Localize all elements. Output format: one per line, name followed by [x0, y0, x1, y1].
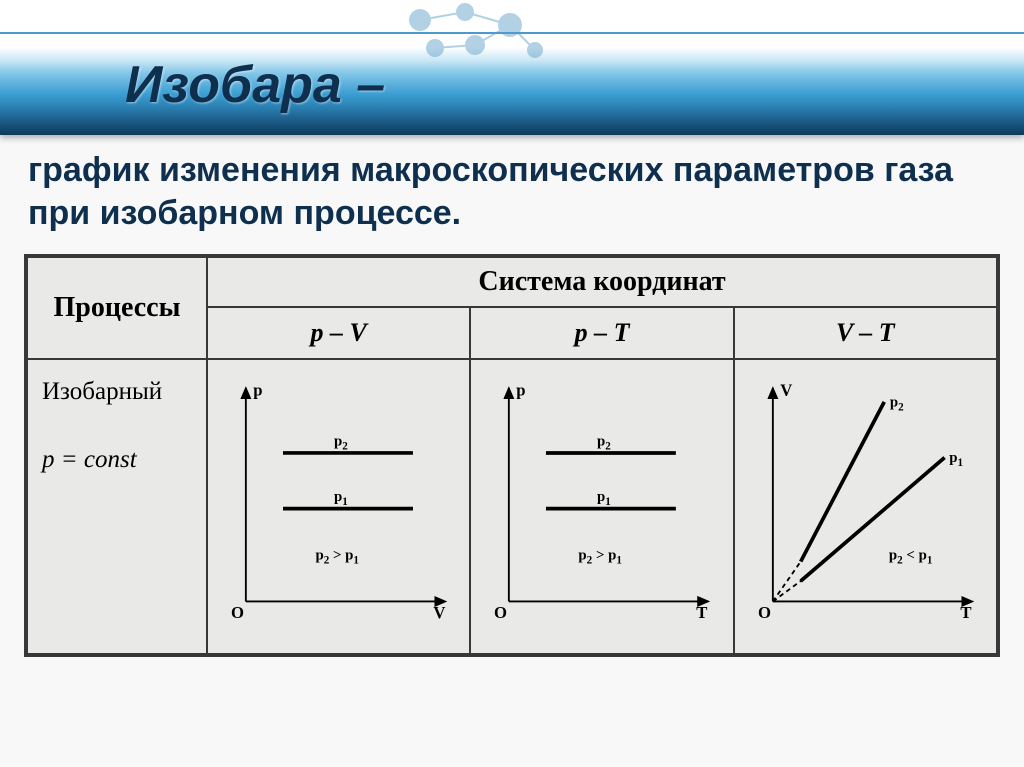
- header-vt: V – T: [734, 307, 997, 359]
- svg-text:O: O: [758, 603, 771, 622]
- graph-pv: p V O p2 p1 p2 > p1: [207, 359, 470, 654]
- svg-text:O: O: [231, 603, 244, 622]
- svg-text:T: T: [960, 603, 971, 622]
- row-label: Изобарный p = const: [27, 359, 207, 654]
- svg-text:p2: p2: [334, 434, 348, 453]
- svg-text:p2: p2: [889, 395, 903, 414]
- svg-text:T: T: [697, 603, 708, 622]
- svg-text:p1: p1: [597, 489, 611, 508]
- svg-text:O: O: [494, 603, 507, 622]
- svg-text:p1: p1: [334, 489, 348, 508]
- header-system: Система координат: [207, 257, 997, 307]
- process-formula: p = const: [42, 446, 192, 474]
- process-name: Изобарный: [42, 378, 192, 406]
- svg-text:V: V: [433, 603, 445, 622]
- header-pv: p – V: [207, 307, 470, 359]
- process-table: Процессы Система координат p – V p – T V…: [24, 254, 1000, 657]
- header-processes: Процессы: [27, 257, 207, 359]
- svg-text:V: V: [780, 380, 792, 399]
- svg-text:p2: p2: [597, 434, 611, 453]
- header-banner: Изобара –: [0, 0, 1024, 135]
- svg-text:p2 > p1: p2 > p1: [579, 548, 623, 567]
- svg-text:p: p: [517, 380, 526, 399]
- svg-text:p2 < p1: p2 < p1: [889, 548, 933, 567]
- svg-text:p: p: [253, 380, 262, 399]
- header-pt: p – T: [470, 307, 733, 359]
- graph-vt: V T O p2 p1 p2 < p1: [734, 359, 997, 654]
- page-title: Изобара –: [125, 55, 385, 115]
- subtitle: график изменения макроскопических параме…: [0, 135, 1024, 254]
- svg-text:p1: p1: [949, 450, 963, 469]
- graph-pt: p T O p2 p1 p2 > p1: [470, 359, 733, 654]
- molecule-decoration: [380, 0, 580, 70]
- svg-text:p2 > p1: p2 > p1: [315, 548, 359, 567]
